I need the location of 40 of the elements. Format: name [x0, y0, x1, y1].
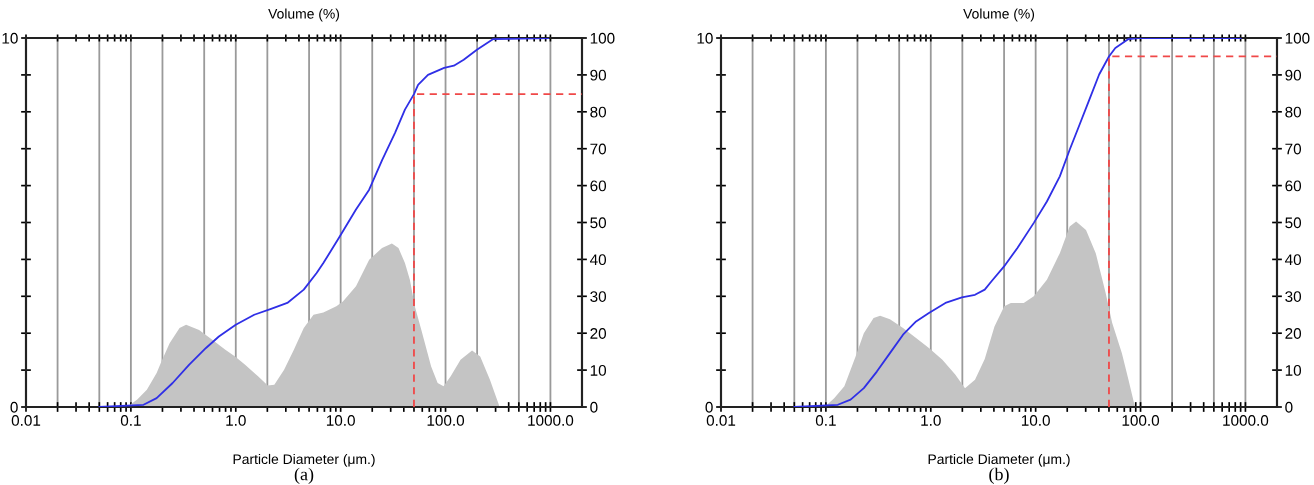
x-tick-label: 1.0	[921, 415, 941, 426]
y2-tick-label: 20	[590, 328, 607, 339]
y2-tick-label: 30	[1285, 291, 1302, 302]
y2-tick-label: 100	[590, 32, 615, 44]
y2-tick-label: 70	[590, 143, 607, 155]
y2-tick-label: 0	[1285, 401, 1293, 413]
chart-title: Volume (%)	[963, 8, 1035, 22]
y2-tick-label: 10	[1285, 364, 1302, 376]
y2-tick-label: 20	[1285, 328, 1302, 339]
chart-title: Volume (%)	[268, 8, 340, 22]
x-tick-label: 1000.0	[1223, 415, 1269, 426]
x-axis-title: Particle Diameter (μm.)	[928, 453, 1070, 467]
x-tick-label: 0.01	[706, 415, 736, 426]
y2-tick-label: 80	[1285, 106, 1302, 118]
text: (a)	[294, 467, 314, 484]
y2-tick-label: 100	[1285, 32, 1310, 44]
x-tick-label: 10.0	[326, 415, 355, 426]
x-tick-label: 100.0	[1122, 415, 1160, 426]
y2-tick-label: 60	[1285, 180, 1302, 192]
y2-tick-label: 90	[1285, 69, 1302, 81]
y2-tick-label: 50	[1285, 217, 1302, 229]
y2-tick-label: 0	[590, 401, 598, 413]
x-tick-label: 1.0	[226, 415, 246, 426]
y2-tick-label: 40	[589, 254, 607, 266]
x-tick-label: 0.1	[120, 415, 141, 426]
text: (b)	[989, 467, 1009, 484]
x-tick-label: 10.0	[1021, 415, 1050, 426]
x-tick-label: 1000.0	[528, 415, 574, 426]
y2-tick-label: 50	[590, 217, 607, 229]
y2-tick-label: 40	[1284, 254, 1302, 266]
y2-tick-label: 70	[1285, 143, 1302, 155]
y2-tick-label: 80	[590, 106, 607, 118]
y2-tick-label: 60	[590, 180, 607, 192]
y2-tick-label: 10	[590, 364, 607, 376]
y2-tick-label: 90	[590, 69, 607, 81]
x-tick-label: 0.01	[11, 415, 41, 426]
y2-tick-label: 30	[590, 291, 607, 302]
x-tick-label: 100.0	[427, 415, 465, 426]
x-tick-label: 0.1	[815, 415, 836, 426]
x-axis-title: Particle Diameter (μm.)	[233, 453, 375, 467]
